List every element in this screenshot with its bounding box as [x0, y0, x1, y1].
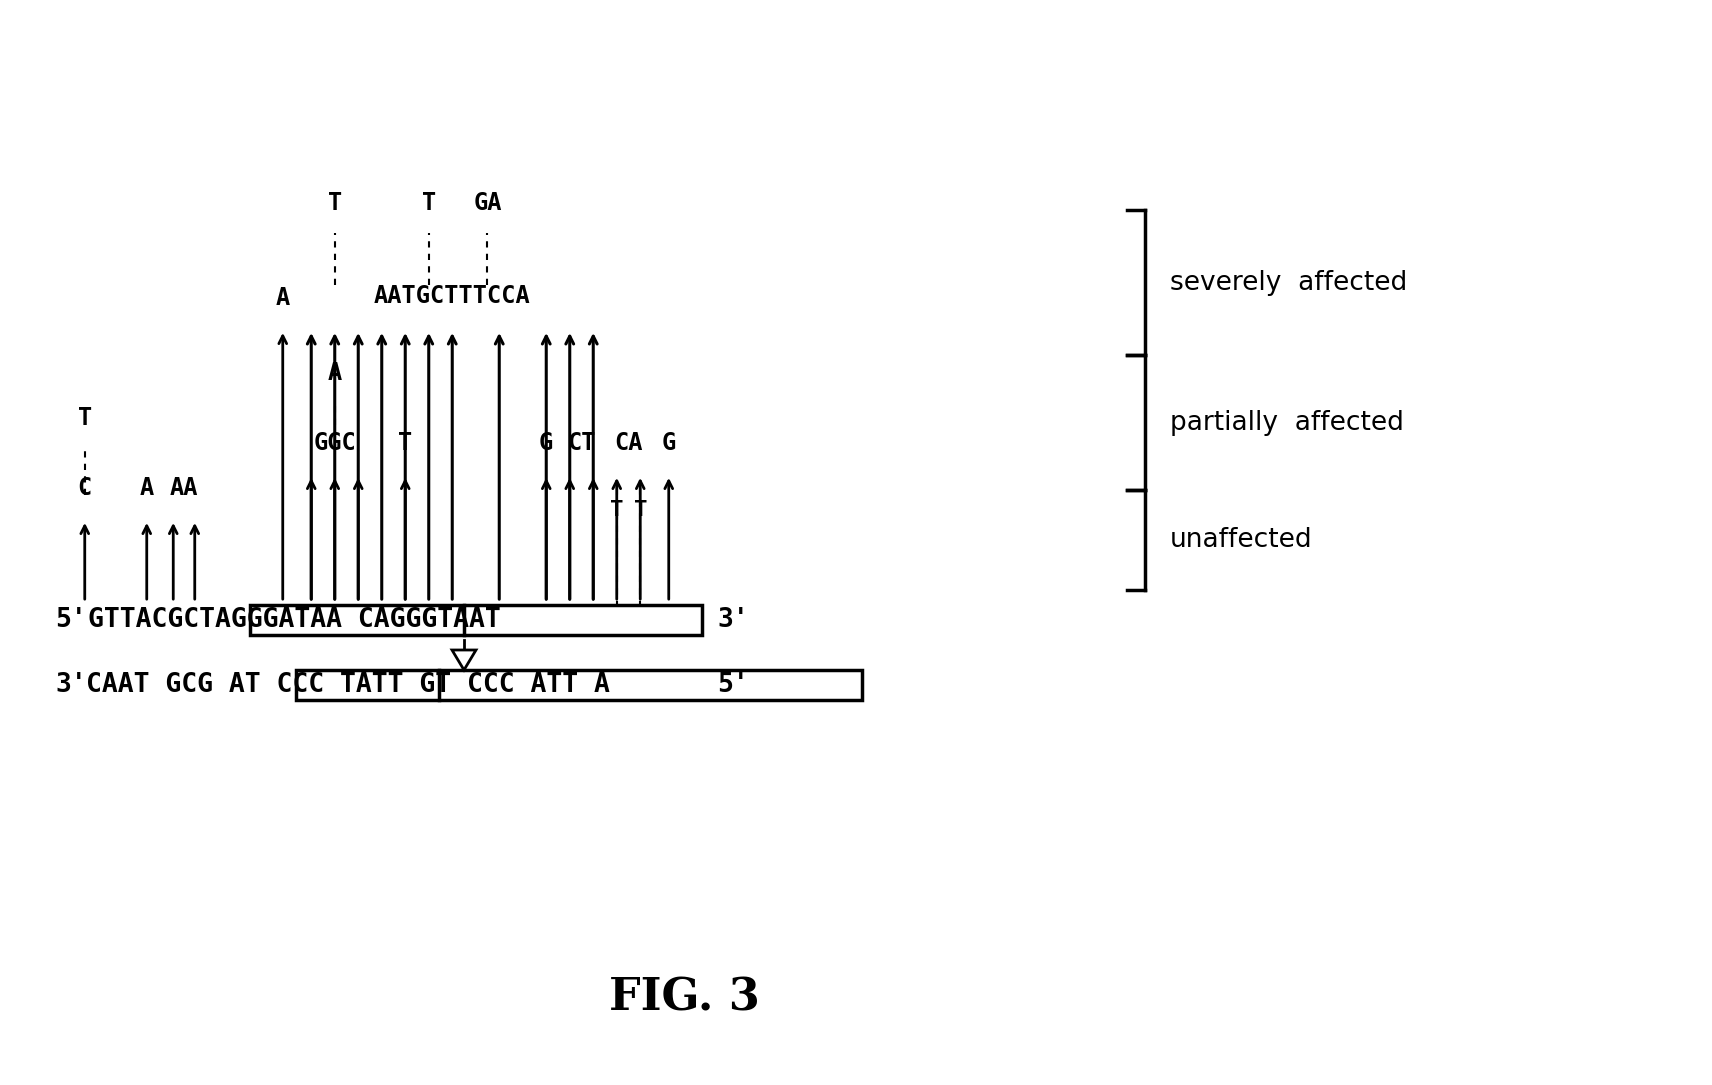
Text: severely  affected: severely affected [1169, 269, 1407, 295]
Text: A: A [140, 476, 154, 500]
Text: AA: AA [169, 476, 199, 500]
Text: unaffected: unaffected [1169, 527, 1313, 553]
Bar [296, 671, 863, 700]
Text: T: T [77, 406, 92, 430]
Text: CAAT GCG AT CCC TATT GT CCC ATT A: CAAT GCG AT CCC TATT GT CCC ATT A [86, 672, 609, 698]
Text: A: A [327, 361, 342, 385]
Text: C: C [77, 476, 92, 500]
Polygon shape [452, 650, 476, 671]
Text: GGC: GGC [313, 431, 356, 455]
Text: GTTACGCTAGGGATAA CAGGGTAAT: GTTACGCTAGGGATAA CAGGGTAAT [87, 607, 500, 633]
Text: T: T [327, 191, 342, 215]
Text: CT: CT [567, 431, 596, 455]
Text: G: G [539, 431, 553, 455]
Text: 3': 3' [55, 672, 87, 698]
Text: T: T [421, 191, 437, 215]
Text: partially  affected: partially affected [1169, 409, 1404, 435]
Text: T: T [633, 500, 647, 520]
Text: GA: GA [473, 191, 502, 215]
Text: 5': 5' [55, 607, 87, 633]
Text: A: A [276, 286, 289, 310]
Text: FIG. 3: FIG. 3 [609, 976, 760, 1020]
Text: T: T [609, 500, 623, 520]
Text: T: T [399, 431, 413, 455]
Text: CA: CA [615, 431, 642, 455]
Text: G: G [661, 431, 676, 455]
Text: AATGCTTTCCA: AATGCTTTCCA [373, 284, 531, 308]
Text: 5': 5' [717, 672, 748, 698]
Bar [250, 605, 702, 635]
Text: 3': 3' [717, 607, 748, 633]
